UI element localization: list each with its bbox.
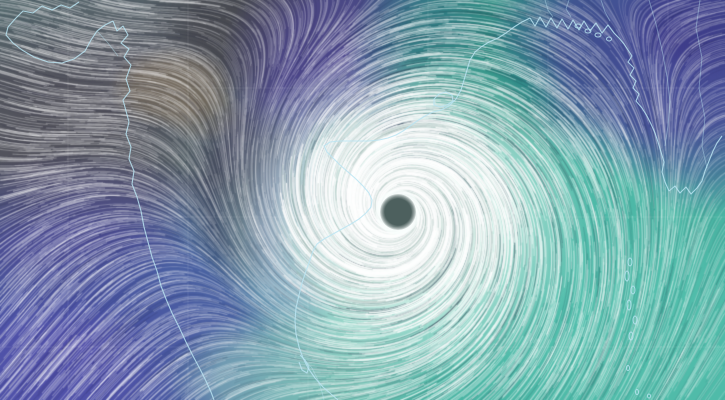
wind-map xyxy=(0,0,725,400)
wind-flow-canvas[interactable] xyxy=(0,0,725,400)
